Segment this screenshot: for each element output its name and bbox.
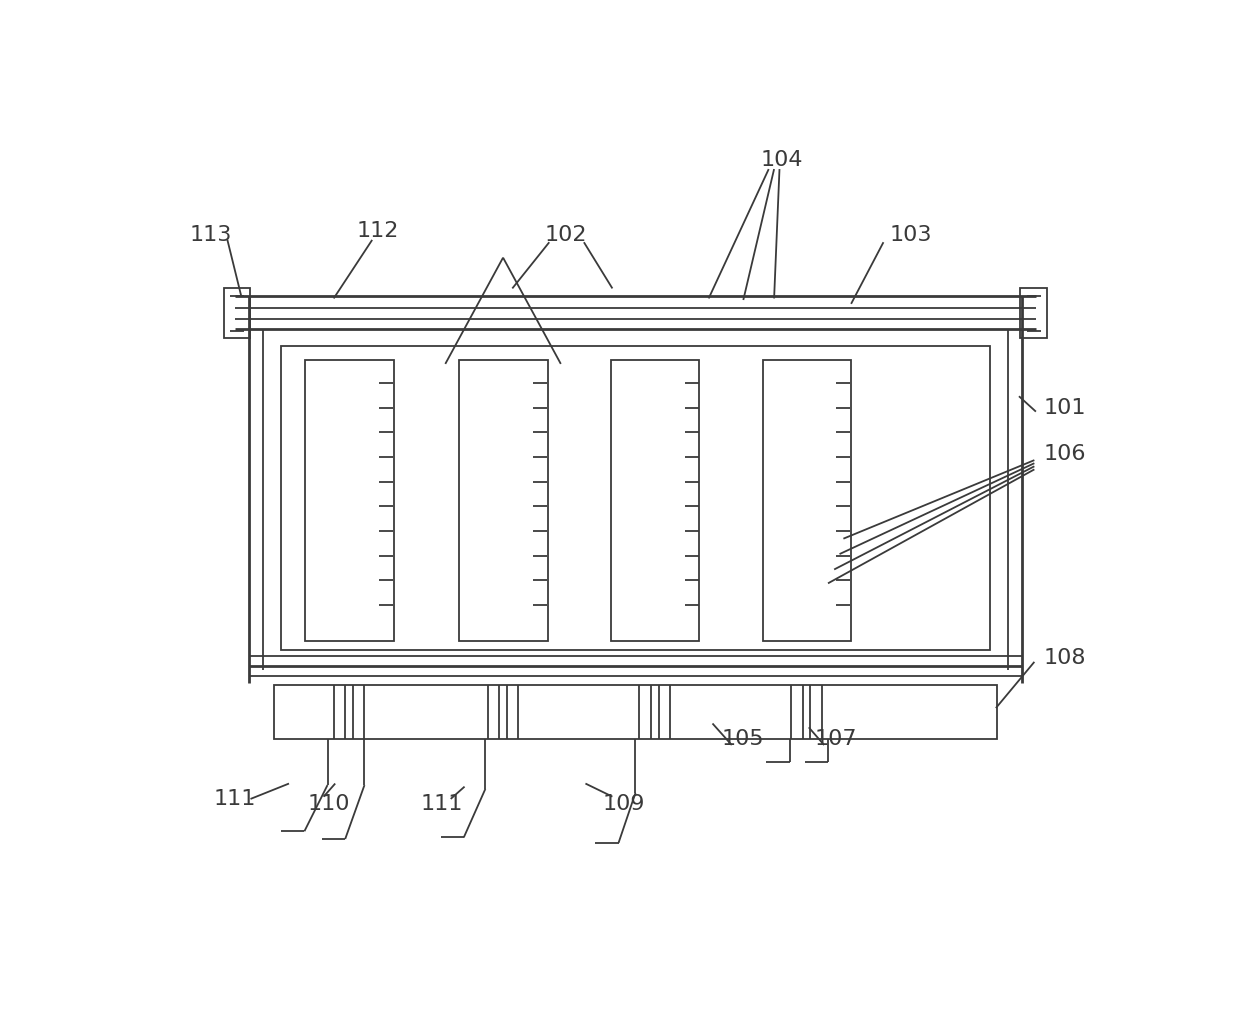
Bar	[611, 360, 699, 641]
Text: 102: 102	[544, 224, 588, 245]
Text: 103: 103	[889, 224, 932, 245]
Text: 101: 101	[1044, 397, 1086, 418]
Text: 113: 113	[190, 224, 232, 245]
Text: 108: 108	[1044, 648, 1086, 668]
Text: 109: 109	[603, 795, 645, 814]
Bar	[274, 685, 997, 739]
Bar	[1021, 289, 1048, 339]
Bar	[305, 360, 394, 641]
Bar	[223, 289, 250, 339]
Text: 111: 111	[420, 795, 463, 814]
Text: 111: 111	[215, 788, 257, 809]
Bar	[281, 346, 990, 650]
Text: 112: 112	[356, 221, 399, 241]
Bar	[763, 360, 851, 641]
Text: 105: 105	[722, 729, 765, 749]
Text: 106: 106	[1044, 444, 1086, 464]
Bar	[459, 360, 548, 641]
Text: 107: 107	[815, 729, 857, 749]
Text: 110: 110	[308, 795, 350, 814]
Text: 104: 104	[760, 150, 804, 170]
